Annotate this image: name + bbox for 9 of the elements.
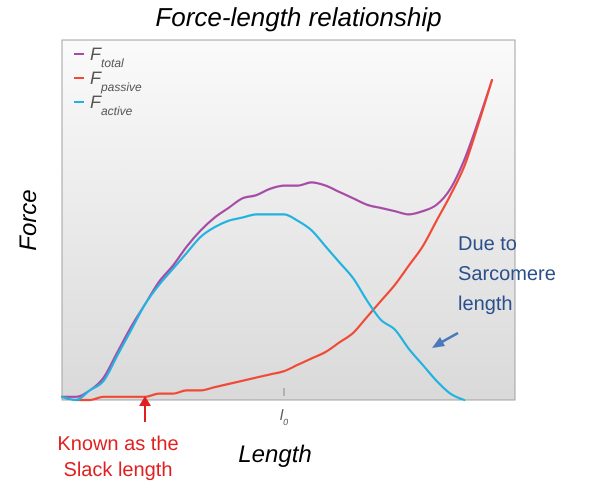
x-axis-title: Length — [238, 441, 312, 468]
text: l$_{0}$ — [280, 407, 288, 427]
text: Known as the Slack length — [57, 433, 179, 481]
annotation: Due to Sarcomere length — [458, 233, 556, 315]
legend-label: F$_{active}$ — [90, 92, 133, 118]
y-axis-title: Force — [15, 189, 42, 251]
legend-label: F$_{passive}$ — [90, 68, 142, 94]
legend-label: F$_{total}$ — [90, 44, 124, 70]
chart-title: Force-length relationship — [155, 2, 442, 32]
